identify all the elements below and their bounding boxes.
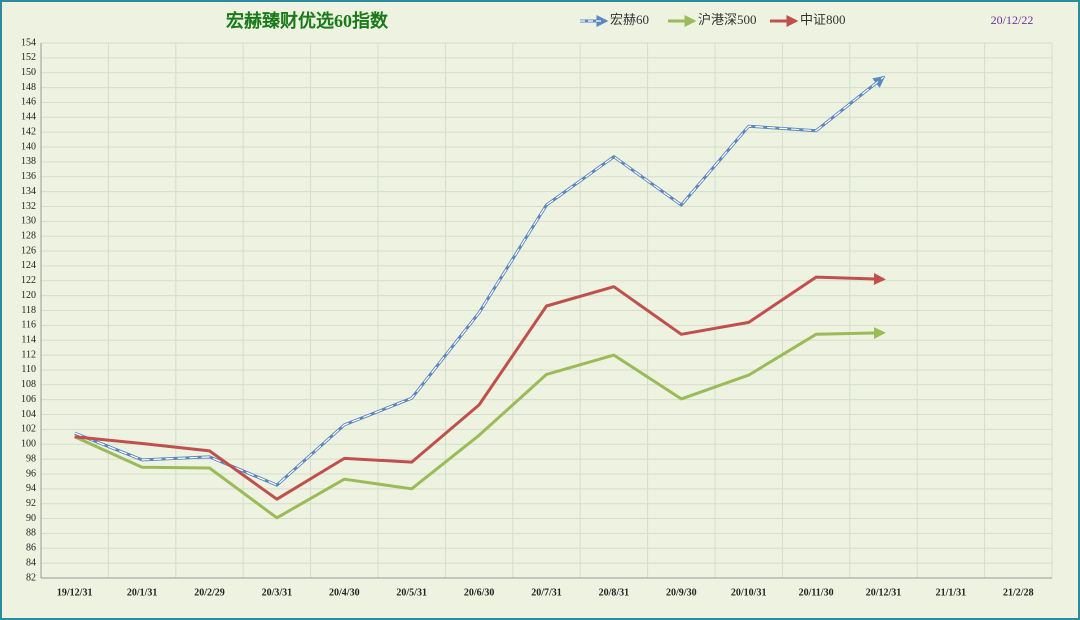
y-tick-label: 130 xyxy=(21,216,36,227)
annotation: 20/12/22 xyxy=(991,13,1034,27)
x-tick-label: 20/4/30 xyxy=(329,587,360,598)
legend: 宏赫60 沪港深500 中证800 xyxy=(580,12,846,27)
x-tick-label: 20/10/31 xyxy=(731,587,767,598)
x-tick-label: 20/8/31 xyxy=(599,587,630,598)
y-tick-label: 114 xyxy=(21,335,36,346)
y-tick-label: 136 xyxy=(21,171,36,182)
y-tick-label: 140 xyxy=(21,141,36,152)
y-tick-label: 150 xyxy=(21,67,36,78)
y-tick-label: 124 xyxy=(21,260,36,271)
y-tick-label: 82 xyxy=(26,572,36,583)
y-tick-label: 116 xyxy=(21,320,36,331)
x-tick-label: 21/2/28 xyxy=(1003,587,1034,598)
x-tick-label: 20/2/29 xyxy=(194,587,225,598)
y-tick-label: 90 xyxy=(26,513,36,524)
y-tick-label: 88 xyxy=(26,528,36,539)
y-tick-label: 118 xyxy=(21,305,36,316)
legend-label: 中证800 xyxy=(800,12,846,27)
grid xyxy=(40,42,1053,579)
y-tick-label: 154 xyxy=(21,37,36,48)
legend-label: 宏赫60 xyxy=(610,12,649,27)
y-tick-label: 138 xyxy=(21,156,36,167)
y-tick-label: 96 xyxy=(26,468,36,479)
series-line xyxy=(74,272,886,501)
y-tick-label: 134 xyxy=(21,186,36,197)
y-tick-label: 128 xyxy=(21,230,36,241)
series-line-dash xyxy=(74,76,884,486)
y-tick-label: 86 xyxy=(26,543,36,554)
y-tick-label: 106 xyxy=(21,394,36,405)
y-tick-label: 98 xyxy=(26,453,36,464)
x-tick-label: 20/6/30 xyxy=(464,587,495,598)
y-tick-label: 94 xyxy=(26,483,36,494)
y-tick-label: 120 xyxy=(21,290,36,301)
y-tick-label: 146 xyxy=(21,97,36,108)
series-line xyxy=(74,327,886,520)
x-tick-label: 20/12/31 xyxy=(866,587,902,598)
y-tick-label: 92 xyxy=(26,498,36,509)
x-tick-label: 21/1/31 xyxy=(936,587,967,598)
y-tick-label: 112 xyxy=(21,349,36,360)
y-tick-label: 122 xyxy=(21,275,36,286)
y-tick-label: 108 xyxy=(21,379,36,390)
y-tick-label: 100 xyxy=(21,439,36,450)
x-tick-label: 20/3/31 xyxy=(262,587,293,598)
y-tick-label: 126 xyxy=(21,245,36,256)
y-tick-label: 110 xyxy=(21,364,36,375)
x-tick-label: 20/5/31 xyxy=(396,587,427,598)
x-tick-label: 20/11/30 xyxy=(799,587,834,598)
y-tick-label: 152 xyxy=(21,52,36,63)
y-tick-label: 104 xyxy=(21,409,36,420)
y-tick-label: 132 xyxy=(21,201,36,212)
x-tick-label: 20/9/30 xyxy=(666,587,697,598)
legend-label: 沪港深500 xyxy=(698,12,757,27)
y-tick-label: 142 xyxy=(21,126,36,137)
x-tick-label: 20/1/31 xyxy=(127,587,158,598)
y-tick-label: 84 xyxy=(26,557,36,568)
chart-title: 宏赫臻财优选60指数 xyxy=(226,10,389,31)
x-tick-label: 20/7/31 xyxy=(531,587,562,598)
x-tick-label: 19/12/31 xyxy=(57,587,93,598)
y-tick-label: 148 xyxy=(21,82,36,93)
y-tick-label: 144 xyxy=(21,112,36,123)
y-tick-label: 102 xyxy=(21,424,36,435)
